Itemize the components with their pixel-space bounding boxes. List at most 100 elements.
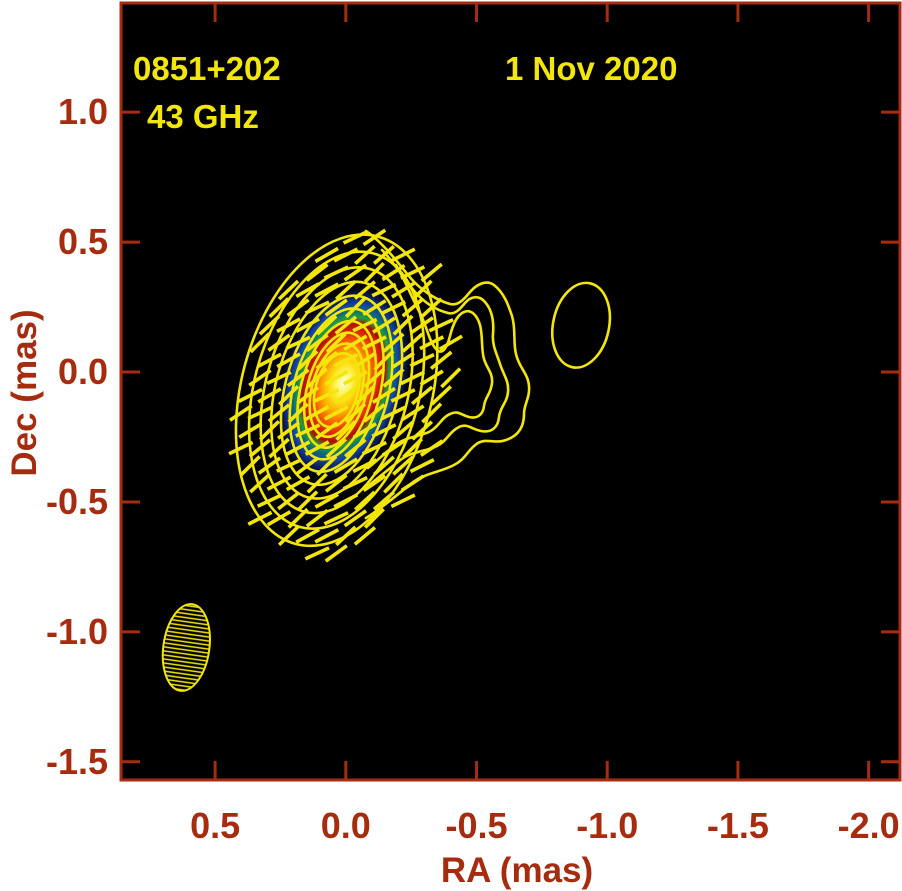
polarization-stick [323,511,349,526]
polarization-stick [276,317,301,333]
polarization-stick [342,370,368,386]
polarization-stick [304,300,330,315]
polarization-stick [400,474,425,492]
jet-contour [366,263,494,470]
polarization-stick [247,510,273,526]
polarization-stick [353,526,377,546]
polarization-stick [239,455,261,477]
polarization-stick [228,404,253,422]
polarization-stick [276,352,301,369]
polarization-stick [249,332,271,354]
polarization-stick [344,297,366,319]
polarization-stick [277,279,300,301]
polarization-stick [296,456,320,475]
polarization-stick [380,405,407,421]
polarization-stick [382,367,405,388]
polarization-stick [420,297,443,318]
polarization-stick [419,335,445,351]
polarization-stick [323,405,349,421]
polarization-stick [296,386,320,405]
polarization-stick [334,386,358,405]
polarization-stick [314,388,340,403]
polarization-stick [362,299,387,317]
polarization-stick [334,279,357,301]
x-tick-label: -2.0 [838,805,900,846]
polarization-stick [285,475,311,492]
polarization-stick [257,352,282,368]
polarization-stick [402,437,424,459]
polarization-stick [372,244,396,265]
polarization-stick [238,422,263,439]
polarization-stick [344,438,367,458]
y-tick-label: 0.5 [58,221,108,262]
polarization-stick [371,282,397,298]
polarization-stick [333,493,359,509]
frequency-label: 43 GHz [147,98,259,135]
polarization-stick [440,367,462,389]
y-tick-label: -0.5 [46,481,108,522]
text-layer: 0851+202 43 GHz 1 Nov 2020 RA (mas) Dec … [5,50,677,890]
polarization-stick [257,387,282,404]
polarization-stick [409,458,435,474]
polarization-stick [304,546,330,561]
polarization-stick [315,421,339,440]
polarization-stick [400,370,426,386]
polarization-stick [316,455,338,477]
x-tick-label: -1.5 [707,805,769,846]
polarization-stick [277,525,300,547]
y-axis-title: Dec (mas) [5,309,44,476]
polarization-stick [391,420,415,441]
polarization-stick [352,317,378,333]
polarization-stick [304,405,330,421]
polarization-stick [268,437,290,459]
x-tick-label: -1.0 [576,805,638,846]
polarization-stick [362,474,387,493]
polarization-stick [371,386,396,404]
polarization-stick [266,510,292,527]
polarization-stick [381,263,406,282]
polarization-stick [248,368,272,387]
polarization-stick [267,403,291,423]
polarization-stick [354,384,376,406]
polarization-stick [392,455,415,476]
polarization-stick [286,368,310,388]
polarization-stick [323,265,349,280]
polarization-stick [285,335,311,350]
contour-ellipse [269,280,404,500]
polarization-stick [297,490,319,512]
polarization-stick [420,262,443,283]
polarization-stick [334,315,358,335]
y-tick-label: 0.0 [58,351,108,392]
beam-ellipse [161,603,211,692]
polarization-stick [277,491,300,511]
polarization-stick [410,385,434,406]
polarization-stick [411,279,433,301]
polarization-stick [258,314,281,336]
polarization-stick [314,246,339,264]
polarization-stick [295,282,320,298]
polarization-stick [333,247,359,263]
polarization-stick [333,353,359,368]
polarization-stick [333,457,358,474]
polarization-stick [392,314,414,336]
polarization-stick [325,437,348,459]
polarization-stick [428,317,454,333]
polarization-stick [276,421,301,440]
polarization-stick [372,490,396,511]
polarization-stick [353,351,377,370]
polarization-stick [390,388,416,403]
polarization-stick [380,300,407,315]
polarization-stick [324,473,348,493]
source-name-label: 0851+202 [133,50,281,87]
polarization-stick [295,527,320,544]
polarization-stick [391,281,416,299]
polarization-stick [354,490,376,511]
polarization-stick [363,261,385,284]
polarization-stick [353,280,377,300]
polarization-stick [277,384,300,406]
polarization-stick [306,472,328,494]
polarization-stick [257,456,282,475]
polarization-stick [249,473,271,494]
polarization-stick [419,369,444,387]
contour-ellipse [312,352,361,429]
